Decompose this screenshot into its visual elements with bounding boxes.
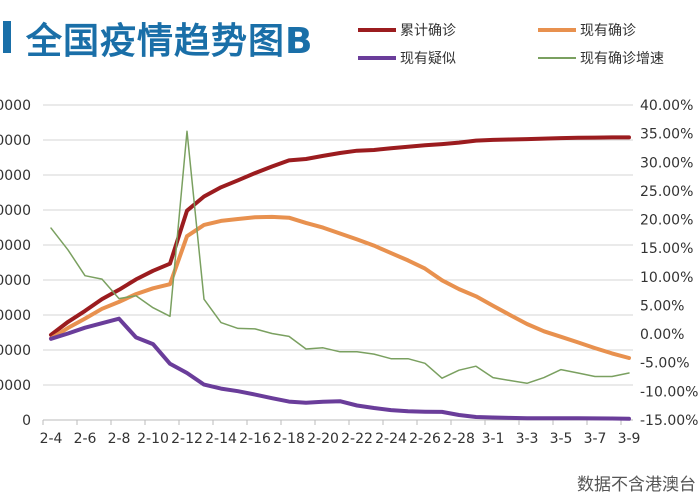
y-right-tick-label: -15.00% — [640, 413, 698, 429]
y-right-tick-label: 40.00% — [640, 98, 693, 114]
legend-item-cumulative: 累计确诊 — [358, 20, 456, 40]
x-tick-label: 2-8 — [108, 431, 131, 447]
y-right-tick-label: 30.00% — [640, 155, 693, 171]
x-tick-label: 2-6 — [74, 431, 97, 447]
x-tick-label: 2-22 — [341, 431, 373, 447]
y-left-tick-label: 50000 — [0, 238, 31, 254]
x-tick-label: 2-4 — [40, 431, 63, 447]
x-tick-label: 3-3 — [516, 431, 539, 447]
title-accent-bar — [3, 21, 11, 53]
legend-item-suspected: 现有疑似 — [358, 48, 456, 68]
y-left-tick-label: 40000 — [0, 273, 31, 289]
y-right-tick-label: 25.00% — [640, 184, 693, 200]
y-left-tick-label: 20000 — [0, 343, 31, 359]
x-tick-label: 2-24 — [375, 431, 407, 447]
x-tick-label: 3-9 — [618, 431, 641, 447]
y-right-tick-label: -10.00% — [640, 384, 698, 400]
x-tick-label: 2-16 — [239, 431, 271, 447]
series-line-累计确诊 — [49, 135, 631, 337]
legend-label: 现有疑似 — [400, 51, 456, 67]
footnote: 数据不含港澳台 — [577, 475, 696, 495]
x-tick-label: 2-10 — [137, 431, 169, 447]
legend-swatch — [538, 57, 576, 59]
series-line-现有疑似 — [49, 316, 631, 421]
legend-item-growth: 现有确诊增速 — [538, 48, 664, 68]
legend-item-existing: 现有确诊 — [538, 20, 636, 40]
y-left-tick-label: 0 — [22, 413, 31, 429]
legend-label: 累计确诊 — [400, 23, 456, 39]
y-right-tick-label: -5.00% — [640, 356, 690, 372]
legend-swatch — [358, 28, 396, 32]
y-right-tick-label: 20.00% — [640, 213, 693, 229]
y-left-tick-label: 60000 — [0, 203, 31, 219]
y-left-tick-label: 10000 — [0, 378, 31, 394]
y-left-tick-label: 80000 — [0, 133, 31, 149]
x-tick-label: 2-18 — [273, 431, 305, 447]
y-right-tick-label: 0.00% — [640, 327, 684, 343]
x-tick-label: 2-14 — [205, 431, 237, 447]
y-left-tick-label: 30000 — [0, 308, 31, 324]
x-tick-label: 3-5 — [550, 431, 573, 447]
y-right-tick-label: 15.00% — [640, 241, 693, 257]
y-right-tick-label: 35.00% — [640, 127, 693, 143]
legend-swatch — [358, 56, 396, 60]
legend-swatch — [538, 28, 576, 32]
x-tick-label: 2-28 — [443, 431, 475, 447]
y-right-tick-label: 5.00% — [640, 298, 684, 314]
legend-label: 现有确诊增速 — [580, 51, 664, 67]
series-line-现有确诊增速 — [50, 130, 630, 385]
legend-label: 现有确诊 — [580, 23, 636, 39]
y-left-tick-label: 70000 — [0, 168, 31, 184]
chart-title: 全国疫情趋势图B — [26, 21, 314, 62]
x-tick-label: 3-7 — [584, 431, 607, 447]
y-right-tick-label: 10.00% — [640, 270, 693, 286]
x-tick-label: 2-20 — [307, 431, 339, 447]
x-tick-label: 3-1 — [482, 431, 505, 447]
x-tick-label: 2-12 — [171, 431, 203, 447]
x-tick-label: 2-26 — [409, 431, 441, 447]
y-left-tick-label: 90000 — [0, 98, 31, 114]
